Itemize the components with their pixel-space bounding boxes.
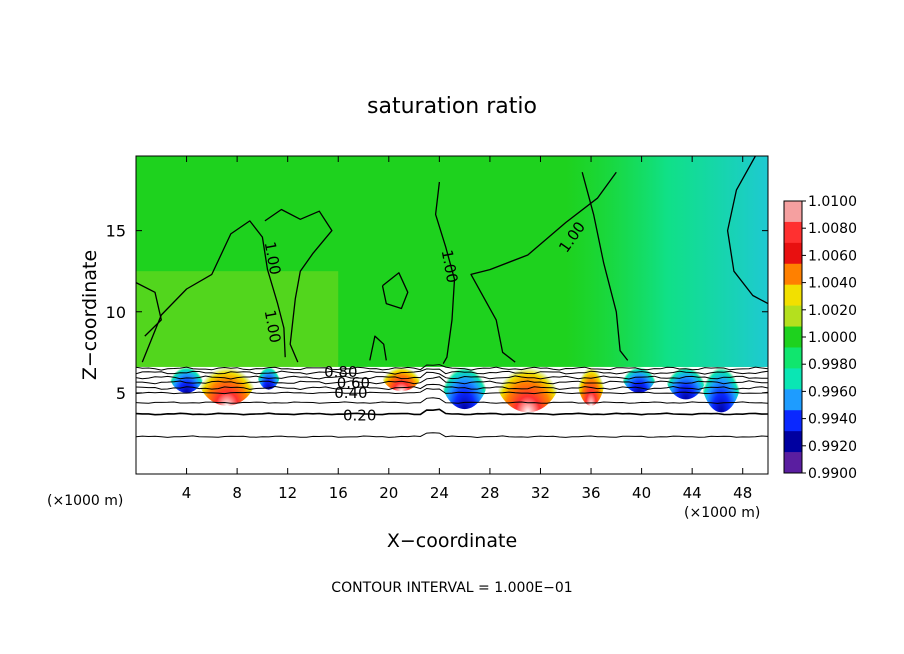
saturation-field xyxy=(136,156,768,413)
contour-line-1-00 xyxy=(470,171,617,363)
x-axis-label: X−coordinate xyxy=(387,530,517,552)
x-tick-label: 36 xyxy=(581,484,600,502)
y-tick-label: 5 xyxy=(116,384,126,403)
contour-line xyxy=(136,371,768,380)
contour-label: 1.00 xyxy=(261,308,285,344)
colorbar-swatch xyxy=(784,263,802,286)
x-tick-label: 28 xyxy=(480,484,499,502)
supersaturated-plume xyxy=(195,327,259,406)
colorbar-swatch xyxy=(784,284,802,307)
contour-line-1-00 xyxy=(726,156,768,305)
x-tick-label: 16 xyxy=(329,484,348,502)
colorbar-label: 0.9980 xyxy=(808,357,857,373)
colorbar-label: 1.0100 xyxy=(808,194,857,210)
contour-line xyxy=(136,387,768,395)
plot-area: 1.001.001.001.000.800.600.400.20 xyxy=(135,155,769,475)
colorbar-swatch xyxy=(784,305,802,328)
x-tick-label: 8 xyxy=(232,484,242,502)
colorbar-label: 0.9940 xyxy=(808,412,857,428)
x-axis: 4 8 12 16 20 24 28 32 36 40 44 48 xyxy=(182,156,752,502)
contour-line xyxy=(136,432,768,439)
colorbar-swatch xyxy=(784,221,802,244)
contour-label: 0.80 xyxy=(324,363,357,381)
contour-interval-note: CONTOUR INTERVAL = 1.000E−01 xyxy=(331,580,572,596)
colorbar-label: 1.0000 xyxy=(808,330,857,346)
chart-title: saturation ratio xyxy=(367,94,537,119)
colorbar-swatch xyxy=(784,201,802,223)
contour-line xyxy=(136,408,768,416)
contour-lines xyxy=(136,156,768,439)
x-unit-left: (×1000 m) xyxy=(47,493,123,509)
x-tick-label: 12 xyxy=(278,484,297,502)
colorbar: 1.0100 1.0080 1.0060 1.0040 1.0020 1.0000 0.99… xyxy=(783,194,857,482)
contour-line-1-00 xyxy=(581,172,629,361)
colorbar-swatch xyxy=(784,410,802,432)
y-axis: 5 10 15 xyxy=(106,222,768,403)
x-tick-label: 48 xyxy=(733,484,752,502)
x-tick-label: 24 xyxy=(430,484,449,502)
supersaturated-plume xyxy=(575,327,607,406)
x-tick-label: 44 xyxy=(683,484,702,502)
colorbar-label: 1.0080 xyxy=(808,221,857,237)
supersaturated-plume xyxy=(379,342,424,392)
contour-line xyxy=(136,364,768,371)
colorbar-swatch xyxy=(784,242,802,265)
contour-line-1-00 xyxy=(381,272,409,310)
contour-label: 0.40 xyxy=(334,384,367,402)
contour-line xyxy=(136,368,768,375)
colorbar-label: 1.0060 xyxy=(808,248,857,264)
colorbar-swatch xyxy=(784,452,802,474)
contour-line xyxy=(136,383,768,391)
x-tick-label: 4 xyxy=(182,484,192,502)
contour-label: 0.20 xyxy=(343,407,376,425)
contour-label: 1.00 xyxy=(438,248,462,284)
contour-line-1-00 xyxy=(264,208,333,363)
y-tick-label: 10 xyxy=(106,303,126,322)
contour-line xyxy=(136,376,768,385)
x-tick-label: 40 xyxy=(632,484,651,502)
x-tick-label: 20 xyxy=(379,484,398,502)
colorbar-swatch xyxy=(784,389,802,411)
contour-line-1-00 xyxy=(136,282,162,337)
colorbar-swatch xyxy=(784,431,802,453)
colorbar-label: 0.9960 xyxy=(808,384,857,400)
colorbar-swatch xyxy=(784,347,802,369)
subsaturated-plume xyxy=(620,340,659,393)
x-unit-right: (×1000 m) xyxy=(684,505,760,521)
contour-line-1-00 xyxy=(141,220,286,363)
supersaturated-plume xyxy=(493,321,563,413)
colorbar-swatch xyxy=(784,368,802,390)
contour-line xyxy=(136,397,768,404)
contour-line-1-00 xyxy=(369,335,387,361)
colorbar-label: 0.9920 xyxy=(808,439,857,455)
y-axis-label: Z−coordinate xyxy=(79,250,101,380)
colorbar-label: 1.0020 xyxy=(808,303,857,319)
plot-frame xyxy=(135,155,769,475)
contour-line-1-00 xyxy=(434,181,456,365)
colorbar-label: 1.0040 xyxy=(808,276,857,292)
subsaturated-plume xyxy=(699,321,743,413)
y-tick-label: 15 xyxy=(106,222,126,241)
colorbar-swatch xyxy=(784,326,802,348)
colorbar-label: 0.9900 xyxy=(808,466,857,482)
contour-label: 0.60 xyxy=(337,374,370,392)
contour-label: 1.00 xyxy=(261,240,285,276)
x-tick-label: 32 xyxy=(531,484,550,502)
subsaturated-plume xyxy=(439,324,490,410)
